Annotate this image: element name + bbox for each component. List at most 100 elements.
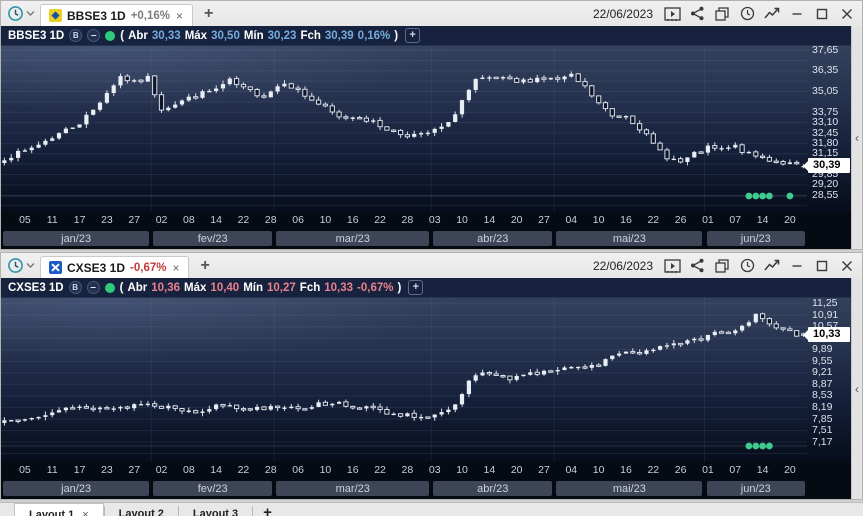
asset-tab-cxse3[interactable]: CXSE3 1D -0,67% ×: [40, 256, 190, 278]
date-axis-days[interactable]: 05 11 17 23 27 02 08 14 22 28 06 10 16 22 28 03 10 14 20 27…: [1, 212, 851, 229]
clock-button[interactable]: [737, 4, 757, 24]
duplicate-icon: [715, 6, 729, 21]
broker-badge-icon[interactable]: B: [69, 29, 83, 42]
legend-low-label: Mín: [243, 281, 264, 294]
duplicate-button[interactable]: [712, 256, 732, 276]
replay-button[interactable]: [662, 4, 682, 24]
date-axis-month-band: mar/23: [276, 231, 430, 246]
clock-icon: [740, 6, 754, 21]
date-axis-day-label: 20: [784, 214, 796, 226]
asset-tab-close-icon[interactable]: ×: [172, 260, 180, 275]
replay-button[interactable]: [662, 256, 682, 276]
collapse-panel-strip[interactable]: ‹: [851, 278, 862, 499]
date-axis-day-label: 02: [155, 214, 168, 226]
date-axis-day-label: 16: [346, 214, 359, 226]
date-axis-month-band: abr/23: [433, 481, 553, 496]
duplicate-button[interactable]: [712, 4, 732, 24]
price-axis-label: 28,55: [812, 188, 839, 201]
layout-tab-label: Layout 2: [118, 508, 164, 516]
date-axis-day-label: 14: [210, 214, 222, 226]
asset-tab-close-icon[interactable]: ×: [176, 8, 184, 23]
candlestick-canvas[interactable]: [1, 298, 807, 462]
collapse-legend-icon[interactable]: –: [86, 281, 100, 294]
date-axis-day-label: 10: [592, 464, 605, 476]
close-button[interactable]: [837, 4, 857, 24]
last-price-tag: 10,33: [803, 327, 850, 343]
maximize-button[interactable]: [812, 256, 832, 276]
price-axis-label: 9,89: [812, 343, 833, 356]
candlestick-canvas[interactable]: [1, 46, 807, 212]
chart-plot[interactable]: [1, 298, 807, 462]
trend-button[interactable]: [762, 4, 782, 24]
price-axis-label: 9,21: [812, 366, 833, 379]
legend-high-value: 30,50: [211, 29, 240, 42]
date-axis-days[interactable]: 05 11 17 23 27 02 08 14 22 28 06 10 16 22 28 03 10 14 20 27…: [1, 462, 851, 479]
price-axis[interactable]: 11,25 10,91 10,57 9,89 9,55 9,21 8,87 8,53 8,19 7…: [803, 297, 851, 462]
add-layout-button[interactable]: +: [263, 504, 272, 516]
share-button[interactable]: [687, 4, 707, 24]
timeframe-history-dropdown[interactable]: [7, 257, 35, 274]
date-axis-day-label: 23: [101, 214, 113, 226]
trend-arrow-icon: [764, 259, 780, 271]
date-axis-day-label: 05: [19, 464, 31, 476]
date-axis-day-label: 28: [401, 464, 414, 476]
add-indicator-button[interactable]: +: [405, 28, 421, 43]
date-axis-day-label: 27: [128, 464, 141, 476]
minimize-button[interactable]: [787, 4, 807, 24]
cxse3-logo-icon: [49, 261, 62, 274]
date-axis-day-label: 20: [510, 214, 523, 226]
date-axis-day-label: 14: [210, 464, 222, 476]
legend-change-pct: 0,16%: [357, 29, 391, 42]
legend-paren: (: [120, 29, 125, 42]
asset-tab-bbse3[interactable]: BBSE3 1D +0,16% ×: [40, 4, 194, 26]
timeframe-history-dropdown[interactable]: [7, 5, 35, 22]
legend-open-label: Abr: [127, 281, 148, 294]
date-axis-day-label: 27: [128, 214, 141, 226]
collapse-legend-icon[interactable]: –: [87, 29, 101, 42]
close-icon: [842, 260, 852, 271]
date-axis-day-label: 04: [565, 214, 578, 226]
date-axis-day-label: 07: [729, 214, 742, 226]
minimize-button[interactable]: [787, 256, 807, 276]
chart-plot[interactable]: [1, 46, 807, 212]
close-button[interactable]: [837, 256, 857, 276]
layout-tab-label: Layout 1: [29, 508, 75, 516]
date-axis-day-label: 22: [374, 464, 386, 476]
date-axis-months[interactable]: jan/23 fev/23 mar/23 abr/23 mai/23 jun/23: [1, 479, 851, 499]
current-date: 22/06/2023: [592, 6, 653, 21]
layout-tab-2[interactable]: Layout 2: [105, 503, 178, 516]
layout-tab-1[interactable]: Layout 1 ×: [14, 503, 104, 516]
asset-tab-label: CXSE3 1D: [67, 260, 126, 275]
date-axis-month-band: fev/23: [153, 481, 273, 496]
layout-tab-3[interactable]: Layout 3: [179, 503, 252, 516]
collapse-panel-chevron-icon: ‹: [855, 381, 859, 396]
share-button[interactable]: [687, 256, 707, 276]
date-axis-months[interactable]: jan/23 fev/23 mar/23 abr/23 mai/23 jun/23: [1, 229, 851, 249]
share-icon: [690, 6, 703, 21]
trend-button[interactable]: [762, 256, 782, 276]
new-tab-button[interactable]: +: [200, 256, 210, 274]
history-clock-icon: [8, 258, 23, 273]
clock-button[interactable]: [737, 256, 757, 276]
legend-close-value: 10,33: [324, 281, 354, 294]
add-indicator-button[interactable]: +: [408, 280, 424, 295]
price-axis-label: 35,05: [812, 85, 839, 97]
maximize-button[interactable]: [812, 4, 832, 24]
date-axis-day-label: 17: [73, 464, 86, 476]
maximize-icon: [816, 260, 828, 271]
broker-badge-icon[interactable]: B: [68, 281, 82, 294]
legend-low-label: Mín: [243, 29, 264, 42]
date-axis-day-label: 14: [756, 464, 769, 476]
legend-paren: ): [397, 281, 402, 294]
date-axis-day-label: 10: [319, 464, 332, 476]
price-axis-label: 7,51: [812, 424, 833, 436]
layout-tab-close-icon[interactable]: ×: [82, 508, 89, 516]
legend-symbol: CXSE3 1D: [8, 281, 64, 294]
date-axis-day-label: 03: [428, 464, 441, 476]
collapse-panel-strip[interactable]: ‹: [851, 26, 862, 249]
price-axis-label: 33,10: [812, 116, 839, 129]
date-axis-day-label: 08: [183, 464, 195, 476]
legend-close-value: 30,39: [324, 29, 354, 42]
price-axis[interactable]: 37,65 36,35 35,05 33,75 33,10 32,45 31,80 31,15…: [803, 44, 851, 212]
new-tab-button[interactable]: +: [204, 4, 214, 22]
